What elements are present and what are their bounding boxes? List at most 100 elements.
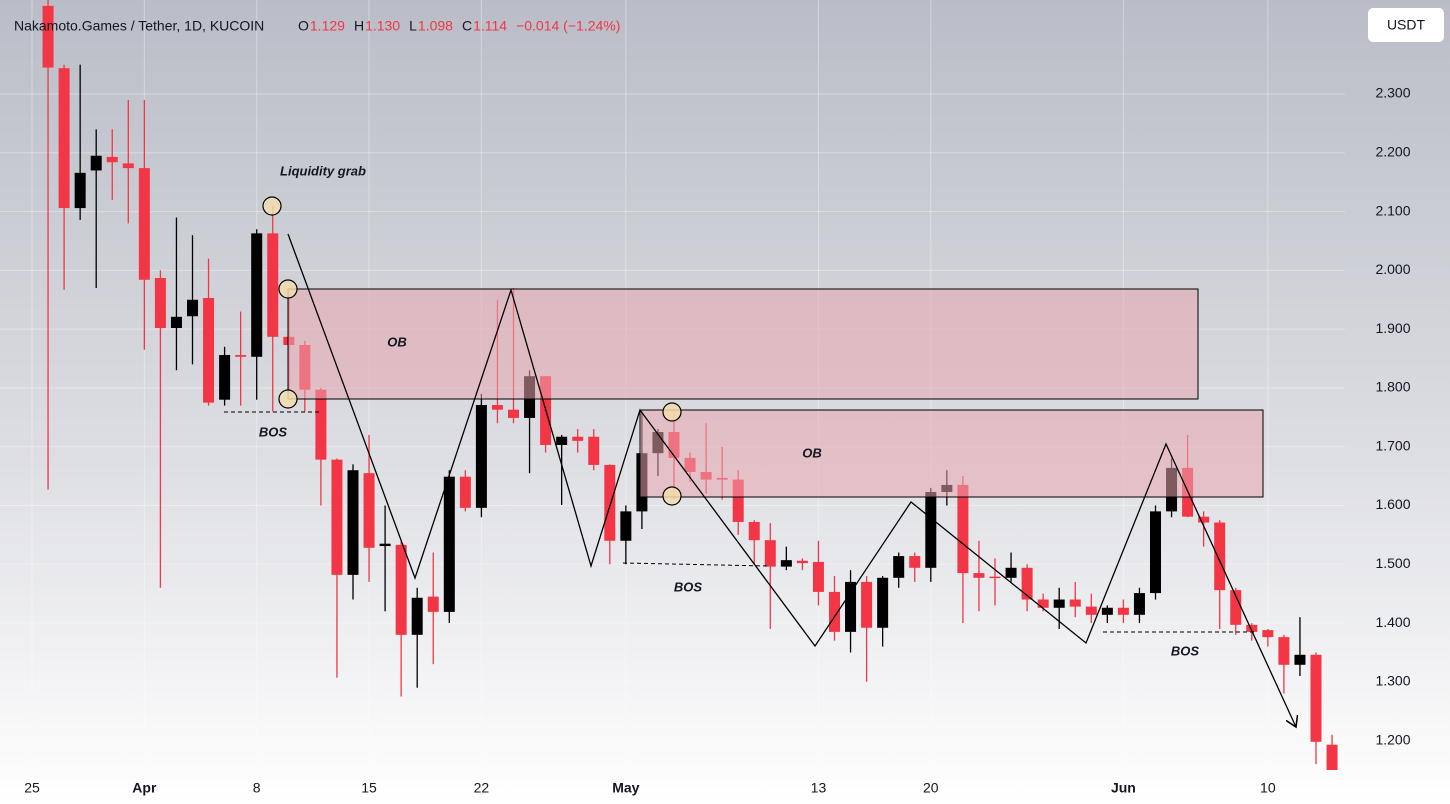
ohlc-label: L — [409, 18, 417, 34]
marker-circle — [662, 486, 682, 506]
candle-body — [315, 389, 327, 460]
candle-body — [1326, 744, 1338, 770]
candle-body — [42, 5, 54, 68]
order-block — [287, 288, 1199, 400]
ohlc-label: O — [298, 18, 309, 34]
candle-body — [90, 155, 102, 171]
y-tick-label: 2.100 — [1375, 202, 1410, 218]
candle-body — [1246, 624, 1258, 632]
bos-line — [622, 562, 769, 567]
candle-body — [732, 479, 744, 522]
candle-body — [122, 163, 134, 169]
x-tick-label: Jun — [1111, 780, 1136, 796]
ohlc-legend: O 1.129 H 1.130 L 1.098 C 1.114 −0.014 (−1.24%) — [298, 18, 620, 34]
candle-body — [1053, 599, 1065, 608]
marker-circle — [262, 196, 282, 216]
x-tick-label: 22 — [474, 780, 490, 796]
ohlc-value: 1.130 — [365, 18, 400, 34]
ohlc-label: H — [354, 18, 364, 34]
x-tick-label: 25 — [24, 780, 40, 796]
marker-circle — [662, 402, 682, 422]
candle-body — [1262, 630, 1274, 638]
y-tick-label: 2.000 — [1375, 261, 1410, 277]
candle-body — [620, 511, 632, 541]
y-tick-label: 1.500 — [1375, 555, 1410, 571]
candle-body — [459, 476, 471, 508]
y-tick-label: 2.200 — [1375, 144, 1410, 160]
candle-body — [989, 576, 1001, 579]
candle-body — [1117, 607, 1129, 615]
currency-label[interactable]: USDT — [1387, 17, 1426, 33]
annotation: OB — [387, 334, 407, 349]
x-tick-label: 13 — [811, 780, 827, 796]
candle-body — [877, 577, 889, 628]
marker-circle — [278, 279, 298, 299]
order-block — [639, 409, 1264, 498]
annotation: BOS — [1171, 643, 1200, 658]
symbol: Nakamoto.Games / Tether, 1D, KUCOIN — [14, 18, 264, 34]
candle-body — [203, 298, 215, 403]
candle-body — [556, 436, 568, 445]
candle-body — [957, 484, 969, 574]
candle-body — [411, 597, 423, 635]
annotation: Liquidity grab — [280, 163, 366, 178]
candle-body — [796, 560, 808, 564]
annotation: BOS — [674, 579, 703, 594]
x-tick-label: Apr — [132, 780, 157, 796]
currency-button[interactable] — [1368, 8, 1444, 42]
y-tick-label: 1.900 — [1375, 320, 1410, 336]
candle-body — [1101, 607, 1113, 615]
candle-body — [572, 436, 584, 441]
candle-body — [187, 299, 198, 317]
candle-body — [443, 476, 455, 612]
candle-body — [106, 156, 118, 163]
candle-body — [427, 596, 439, 612]
candle-body — [748, 521, 760, 541]
y-tick-label: 1.400 — [1375, 614, 1410, 630]
x-tick-label: 20 — [923, 780, 939, 796]
candle-body — [235, 355, 247, 357]
candle-body — [331, 459, 343, 575]
candle-body — [1310, 654, 1322, 742]
candle-body — [845, 581, 857, 632]
candle-body — [925, 491, 937, 568]
candle-body — [154, 278, 166, 328]
y-tick-label: 1.200 — [1375, 731, 1410, 747]
x-tick-label: 10 — [1260, 780, 1276, 796]
y-tick-label: 1.700 — [1375, 437, 1410, 453]
ohlc-value: 1.114 — [473, 18, 507, 34]
marker-circle — [278, 389, 298, 409]
candle-body — [475, 404, 487, 508]
candle-body — [764, 540, 776, 567]
ohlc-value: 1.098 — [418, 18, 453, 34]
candle-body — [58, 68, 70, 209]
candle-body — [267, 233, 279, 337]
x-tick-label: May — [612, 780, 639, 796]
candle-body — [74, 172, 86, 209]
candle-body — [829, 591, 840, 632]
y-tick-label: 1.800 — [1375, 379, 1410, 395]
candle-body — [1085, 606, 1097, 615]
y-tick-label: 1.600 — [1375, 496, 1410, 512]
candle-body — [363, 473, 375, 548]
candle-body — [1133, 593, 1145, 615]
candle-body — [1278, 637, 1290, 665]
candle-body — [861, 581, 873, 628]
zigzag — [287, 233, 1296, 727]
y-tick-label: 1.300 — [1375, 673, 1410, 689]
candle-body — [588, 436, 600, 465]
change: −0.014 (−1.24%) — [516, 18, 620, 34]
candle-body — [1005, 567, 1017, 578]
candle-body — [395, 544, 407, 635]
y-tick-label: 2.300 — [1375, 85, 1410, 101]
candle-body — [1069, 599, 1081, 607]
candle-body — [1037, 599, 1049, 608]
candle-body — [780, 560, 792, 567]
candle-body — [379, 543, 391, 547]
annotation: OB — [802, 445, 822, 460]
drawings: Liquidity grab OB OB BOS BOS BOS — [224, 163, 1296, 727]
candle-body — [973, 573, 985, 578]
ohlc-label: C — [462, 18, 472, 34]
candle-body — [251, 233, 263, 357]
